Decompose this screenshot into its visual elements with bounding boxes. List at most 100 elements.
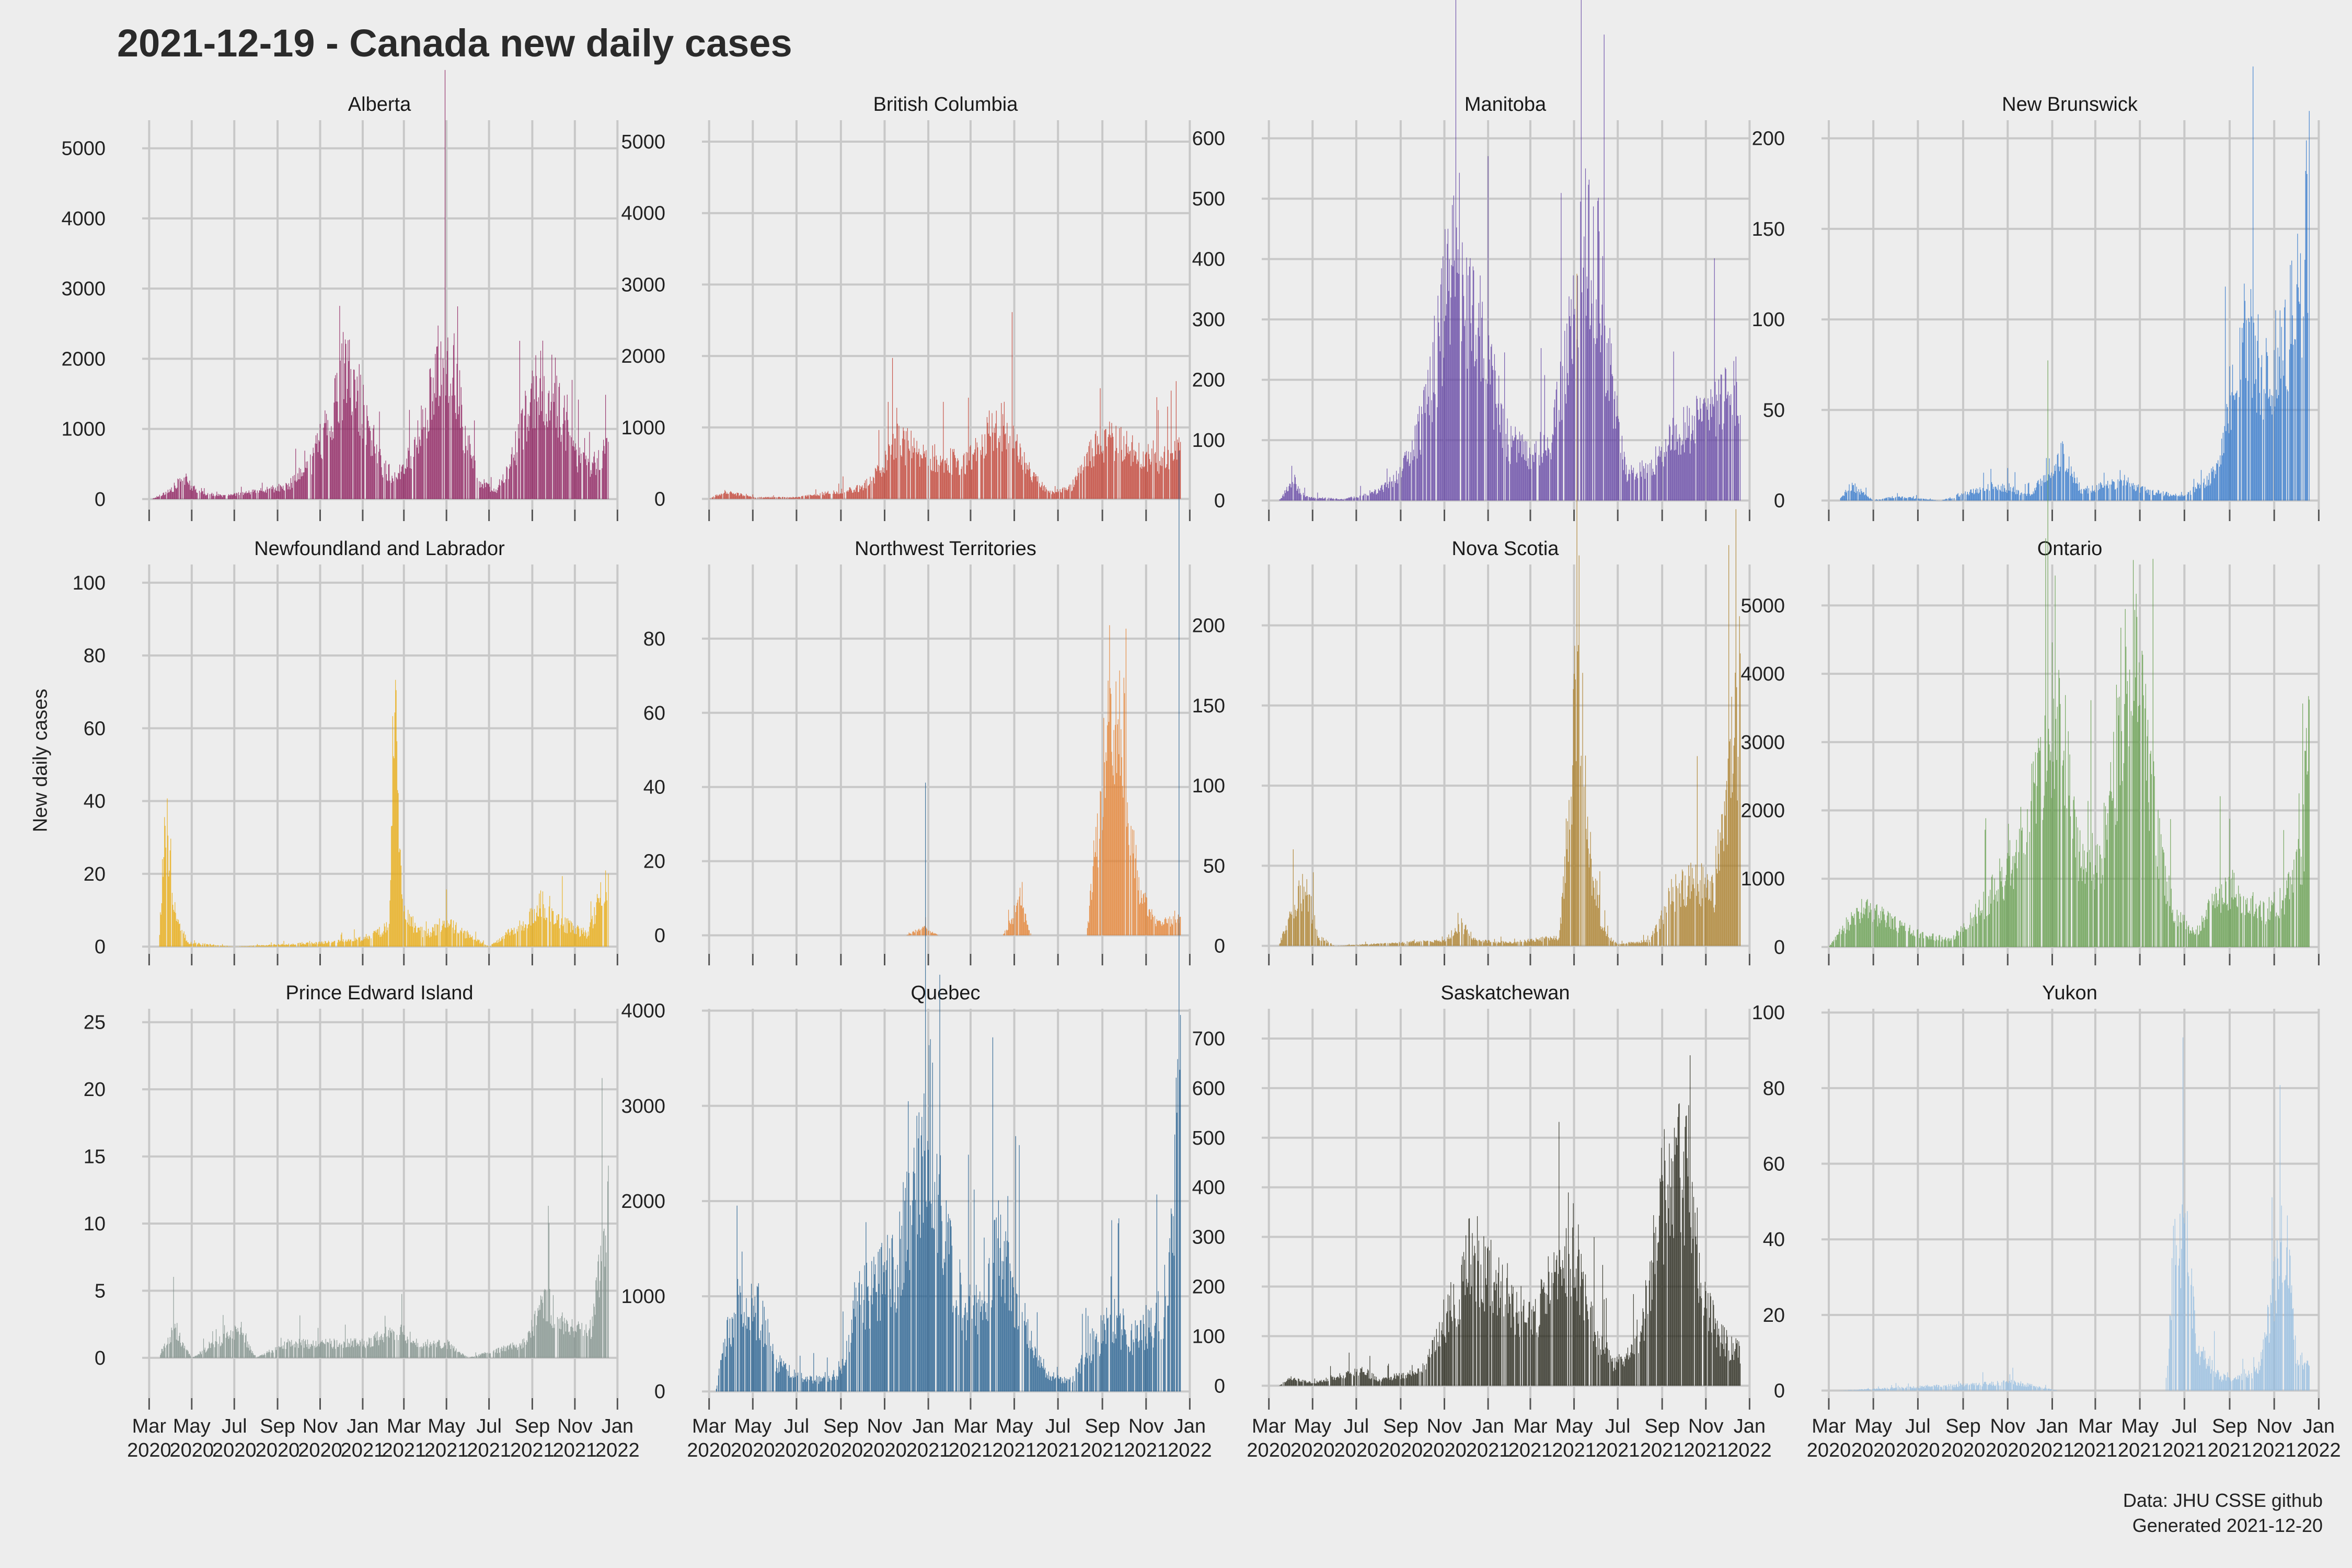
bar (1172, 453, 1173, 499)
bar (1452, 936, 1454, 946)
bar (1516, 942, 1517, 946)
bar (1954, 940, 1955, 947)
bar (564, 420, 566, 499)
bar (388, 1330, 389, 1358)
bar (2160, 493, 2161, 501)
bar (1912, 497, 1913, 501)
bar (355, 938, 356, 947)
bar (1984, 919, 1985, 947)
bar (444, 920, 445, 947)
bar (1714, 912, 1715, 946)
bar (1835, 937, 1836, 947)
bar (1701, 421, 1702, 501)
bar (1016, 441, 1017, 499)
bar (1117, 719, 1119, 936)
bar (2208, 479, 2209, 501)
bar (316, 942, 317, 947)
bar (2159, 818, 2160, 947)
bar (725, 491, 726, 499)
bar (2129, 483, 2130, 501)
bar (882, 467, 883, 499)
bar (2284, 307, 2285, 501)
bar (552, 911, 554, 947)
bar (1442, 936, 1443, 946)
bar (2065, 471, 2066, 501)
bar (896, 408, 897, 499)
bar (1145, 454, 1146, 499)
bar (514, 460, 515, 499)
bar (2228, 910, 2229, 947)
bar (1012, 448, 1013, 499)
bar (846, 491, 847, 499)
bar (774, 497, 775, 499)
bar (520, 1345, 521, 1358)
bar (1307, 895, 1308, 946)
bar (466, 1356, 467, 1358)
bar (919, 466, 920, 499)
bar (2284, 914, 2285, 947)
bar (442, 1347, 443, 1358)
bar (297, 473, 298, 499)
bar-series (160, 1078, 609, 1358)
bar (1377, 943, 1378, 946)
bar (495, 1349, 497, 1358)
bar (1852, 916, 1853, 947)
bar (2214, 894, 2215, 947)
bar (913, 452, 914, 499)
bar (2285, 898, 2286, 947)
bar (734, 493, 735, 499)
bar (333, 941, 335, 947)
bar (964, 474, 965, 499)
bar (381, 1334, 382, 1358)
bar (1324, 940, 1325, 946)
bar (1377, 493, 1378, 501)
bar (499, 479, 500, 499)
y-tick-label: 2000 (61, 348, 106, 370)
bar (164, 495, 165, 499)
bar (2001, 867, 2002, 947)
bar (1602, 256, 1603, 501)
bar (532, 1331, 533, 1358)
bar (212, 495, 213, 499)
bar (363, 939, 364, 947)
bar (2015, 852, 2016, 947)
y-tick-label: 0 (95, 1347, 106, 1369)
bar (2096, 485, 2097, 501)
bar (1587, 816, 1588, 946)
bar (439, 918, 440, 947)
bar (409, 410, 410, 499)
bar (1365, 941, 1366, 946)
bar (850, 489, 851, 499)
bar (1647, 936, 1648, 946)
bar (1328, 942, 1329, 946)
bar (1338, 499, 1339, 501)
bar (1639, 941, 1640, 946)
bar (1469, 936, 1470, 946)
bar (1078, 472, 1079, 499)
bar (914, 932, 915, 936)
bar (1522, 434, 1523, 501)
bar (2142, 654, 2143, 947)
bar (1160, 465, 1161, 499)
bar (1844, 492, 1846, 501)
bar (1286, 487, 1287, 501)
bar (1554, 399, 1555, 501)
bar (1488, 156, 1489, 501)
bar (2229, 818, 2230, 947)
bar (580, 936, 581, 947)
bar (1544, 938, 1545, 946)
bar (1117, 453, 1119, 499)
bar (2050, 752, 2051, 947)
bar (551, 908, 552, 947)
bar (1665, 439, 1666, 501)
bar (293, 944, 294, 947)
bar (2217, 464, 2218, 501)
bar (2010, 487, 2011, 501)
bar (345, 939, 347, 947)
bar (1161, 466, 1162, 499)
bar (1986, 489, 1987, 501)
bar (201, 1354, 202, 1358)
bar (495, 489, 497, 499)
bar (1282, 495, 1283, 501)
bar (563, 924, 564, 947)
